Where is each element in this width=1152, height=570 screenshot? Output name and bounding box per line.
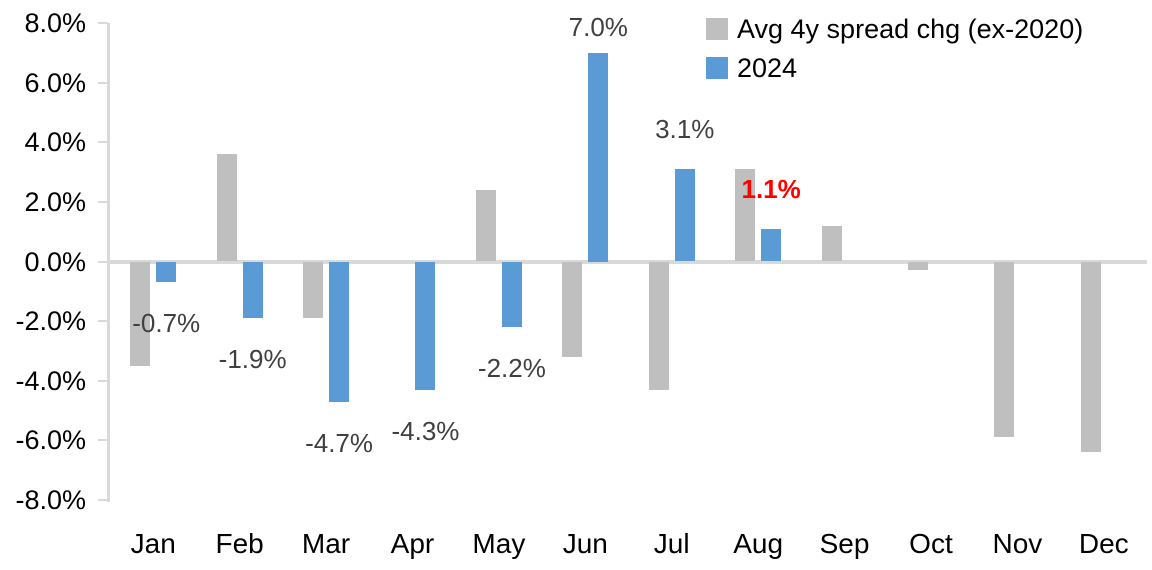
- bar-2024-jan: [156, 261, 177, 283]
- x-axis-label-sep: Sep: [819, 528, 870, 559]
- bar-avg-oct: [907, 261, 928, 271]
- legend-swatch-avg-icon: [706, 18, 728, 40]
- y-axis-tick-mark: [98, 81, 108, 84]
- x-axis-label-mar: Mar: [301, 528, 351, 559]
- data-label-2024-jul: 3.1%: [655, 114, 715, 145]
- y-axis-tick-mark: [98, 439, 108, 442]
- legend: Avg 4y spread chg (ex-2020) 2024: [706, 15, 1083, 82]
- legend-entry-2024: 2024: [706, 54, 1083, 82]
- y-axis-tick-label: -8.0%: [15, 485, 86, 515]
- data-label-2024-feb: -1.9%: [218, 344, 287, 375]
- data-label-2024-jun: 7.0%: [568, 11, 628, 42]
- y-axis-tick-label: 4.0%: [24, 127, 86, 158]
- x-axis-label-jan: Jan: [130, 528, 176, 559]
- bar-2024-feb: [242, 261, 263, 319]
- bar-avg-mar: [303, 261, 324, 319]
- y-axis-tick-label: 0.0%: [24, 246, 86, 277]
- legend-entry-avg: Avg 4y spread chg (ex-2020): [706, 15, 1083, 43]
- bar-2024-apr: [415, 261, 436, 390]
- y-axis-tick-mark: [98, 260, 108, 263]
- x-axis-label-aug: Aug: [733, 528, 784, 559]
- bar-2024-aug: [761, 228, 782, 262]
- data-label-2024-aug: 1.1%: [741, 173, 801, 204]
- y-axis-tick-label: -2.0%: [15, 306, 86, 337]
- bar-avg-jun: [562, 261, 583, 357]
- y-axis-tick-mark: [98, 141, 108, 144]
- legend-swatch-2024-icon: [706, 57, 728, 79]
- y-axis-tick-mark: [98, 320, 108, 323]
- bar-avg-sep: [821, 225, 842, 262]
- y-axis-tick-mark: [98, 379, 108, 382]
- bar-avg-aug: [735, 169, 756, 262]
- y-axis-tick-mark: [98, 200, 108, 203]
- y-axis-tick-mark: [98, 22, 108, 24]
- legend-label-avg: Avg 4y spread chg (ex-2020): [737, 14, 1084, 44]
- x-axis-label-nov: Nov: [992, 528, 1043, 559]
- bar-2024-jul: [674, 169, 695, 262]
- x-axis-label-jul: Jul: [653, 528, 690, 559]
- data-label-2024-mar: -4.7%: [305, 427, 373, 458]
- y-axis-tick-label: 6.0%: [24, 67, 86, 98]
- y-axis-tick-mark: [98, 499, 108, 501]
- bar-avg-may: [475, 189, 496, 262]
- y-axis-tick-label: -6.0%: [15, 425, 86, 456]
- bar-avg-dec: [1080, 261, 1101, 453]
- y-axis-tick-label: -4.0%: [15, 365, 86, 396]
- data-label-2024-may: -2.2%: [477, 353, 546, 384]
- x-axis-label-apr: Apr: [390, 528, 435, 559]
- zero-axis-line: [107, 259, 1147, 264]
- data-label-2024-apr: -4.3%: [391, 415, 460, 446]
- bar-2024-may: [501, 261, 522, 328]
- x-axis-label-dec: Dec: [1078, 528, 1129, 559]
- y-axis-tick-label: 8.0%: [24, 8, 86, 38]
- legend-label-2024: 2024: [737, 53, 798, 83]
- x-axis-label-feb: Feb: [215, 528, 264, 559]
- bar-avg-jul: [648, 261, 669, 390]
- bar-avg-jan: [130, 261, 151, 366]
- bar-2024-mar: [329, 261, 350, 402]
- data-label-2024-jan: -0.7%: [132, 308, 201, 339]
- x-axis-label-may: May: [472, 528, 526, 559]
- x-axis-label-jun: Jun: [562, 528, 608, 559]
- bar-avg-nov: [994, 261, 1015, 438]
- bar-2024-jun: [588, 52, 609, 262]
- bar-avg-feb: [216, 154, 237, 262]
- x-axis-label-oct: Oct: [909, 528, 953, 559]
- y-axis-tick-label: 2.0%: [24, 186, 86, 217]
